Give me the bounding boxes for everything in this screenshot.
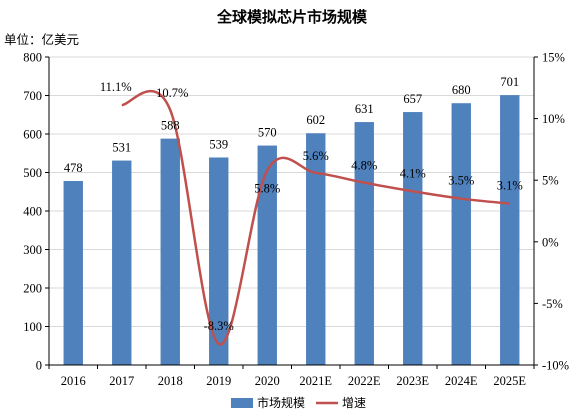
legend-label-line: 增速	[342, 396, 366, 410]
line-value-label: 5.8%	[254, 181, 280, 195]
legend-label-bar: 市场规模	[257, 395, 305, 410]
right-tick-label: 5%	[542, 174, 559, 188]
right-tick-label: 15%	[542, 51, 565, 65]
line-value-label: 4.8%	[351, 159, 377, 173]
line-value-label: 4.1%	[400, 166, 426, 180]
bar	[500, 95, 520, 366]
x-tick-label: 2018	[158, 374, 183, 388]
line-value-label: -8.3%	[204, 319, 234, 333]
x-tick-label: 2025E	[493, 374, 526, 388]
x-tick-label: 2021E	[299, 374, 332, 388]
bar-value-label: 588	[161, 119, 180, 133]
right-tick-label: -5%	[542, 297, 563, 311]
left-tick-label: 300	[23, 243, 42, 257]
bar	[112, 160, 132, 365]
x-tick-label: 2020	[255, 374, 280, 388]
x-tick-label: 2019	[206, 374, 231, 388]
growth-line	[121, 90, 510, 346]
unit-label: 单位：亿美元	[4, 32, 79, 47]
x-tick-label: 2023E	[396, 374, 429, 388]
left-tick-label: 500	[23, 166, 42, 180]
bar-value-label: 701	[500, 75, 519, 89]
left-tick-label: 700	[23, 89, 42, 103]
left-tick-label: 200	[23, 282, 42, 296]
left-tick-label: 800	[23, 51, 42, 65]
right-tick-label: 10%	[542, 112, 565, 126]
right-tick-label: -10%	[542, 359, 569, 373]
line-series	[121, 90, 510, 346]
x-tick-label: 2016	[61, 374, 86, 388]
bar	[257, 145, 277, 365]
left-tick-label: 400	[23, 205, 42, 219]
axes: 0 100 200 300 400 500 600 700 800 -10% -5% 0% 5% 10% 1…	[23, 51, 569, 389]
line-value-label: 3.5%	[448, 174, 474, 188]
bar-series	[63, 95, 520, 366]
bar-value-label: 478	[64, 161, 83, 175]
bar	[209, 157, 229, 365]
bar	[403, 112, 423, 366]
line-value-label: 3.1%	[497, 179, 523, 193]
x-tick-label: 2022E	[348, 374, 381, 388]
bar-value-label: 657	[403, 92, 422, 106]
bar	[451, 103, 471, 365]
line-value-label: 10.7%	[156, 86, 188, 100]
left-tick-label: 600	[23, 128, 42, 142]
left-tick-label: 100	[23, 320, 42, 334]
x-tick-label: 2024E	[445, 374, 478, 388]
legend: 市场规模 增速	[231, 395, 366, 410]
left-tick-label: 0	[36, 359, 42, 373]
right-tick-label: 0%	[542, 235, 559, 249]
bar-value-label: 570	[258, 126, 277, 140]
bar-value-label: 602	[306, 113, 325, 127]
chart-title: 全球模拟芯片市场规模	[216, 8, 368, 26]
bar	[160, 138, 180, 365]
bar	[63, 180, 83, 365]
bar-value-label: 631	[355, 102, 374, 116]
bar-value-label: 680	[452, 83, 471, 97]
line-value-label: 5.6%	[303, 149, 329, 163]
legend-swatch-bar	[231, 398, 253, 408]
data-labels: 478 531 588 539 570 602 631 657 680 701 11.1% 10.7%…	[64, 75, 523, 333]
x-tick-label: 2017	[109, 374, 134, 388]
bar	[306, 133, 326, 365]
bar-value-label: 531	[112, 141, 131, 155]
line-value-label: 11.1%	[100, 80, 132, 94]
bar-value-label: 539	[209, 137, 228, 151]
